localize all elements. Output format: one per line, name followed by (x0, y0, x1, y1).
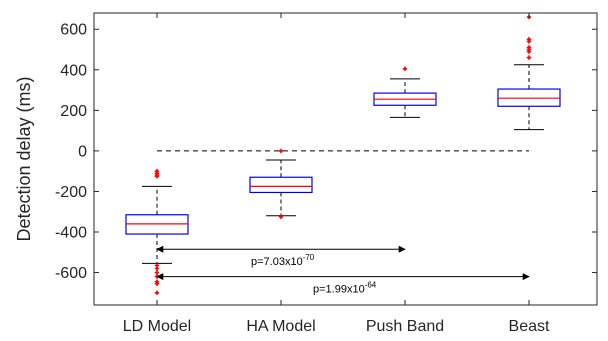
p-value-exponent: -70 (303, 253, 315, 262)
box-group-1 (249, 148, 313, 219)
p-value-exponent: -64 (365, 281, 377, 290)
p-value-label: p=7.03x10-70 (251, 253, 315, 268)
axes-box (93, 12, 598, 306)
outlier-point (154, 290, 160, 296)
box-group-0 (125, 168, 189, 296)
outlier-point (402, 66, 408, 71)
outlier-point (278, 214, 284, 219)
y-tick-label: -600 (55, 265, 87, 282)
box-group-3 (497, 14, 561, 131)
y-tick-label: 200 (60, 103, 87, 120)
outlier-point (526, 37, 532, 42)
y-tick-label: -400 (55, 225, 87, 242)
outlier-point (154, 174, 160, 179)
outlier-point (154, 281, 160, 286)
y-axis-title: Detection delay (ms) (14, 76, 34, 241)
y-tick-label: 0 (78, 143, 87, 160)
y-tick-label: -200 (55, 184, 87, 201)
x-category-label: HA Model (246, 318, 315, 335)
y-tick-label: 400 (60, 62, 87, 79)
p-value-base: p=1.99x10 (313, 284, 365, 296)
x-category-label: Beast (509, 318, 550, 335)
p-value-annotation-1: p=1.99x10-64 (156, 273, 530, 296)
outlier-point (526, 45, 532, 50)
p-value-base: p=7.03x10 (251, 256, 303, 268)
x-category-label: LD Model (123, 318, 191, 335)
x-axis-ticks: LD Model HA Model Push Band Beast (123, 13, 550, 335)
y-axis-ticks: -600 -400 -200 0 200 400 600 (55, 22, 597, 282)
outlier-point (278, 148, 284, 154)
plot-content: p=7.03x10-70 p=1.99x10-64 (125, 14, 561, 296)
p-value-annotation-0: p=7.03x10-70 (156, 245, 406, 268)
y-tick-label: 600 (60, 22, 87, 39)
outlier-point (526, 55, 532, 60)
iqr-box (249, 176, 313, 194)
x-category-label: Push Band (366, 318, 444, 335)
outlier-point (154, 266, 160, 271)
p-value-label: p=1.99x10-64 (313, 281, 377, 296)
box-group-2 (373, 66, 437, 118)
